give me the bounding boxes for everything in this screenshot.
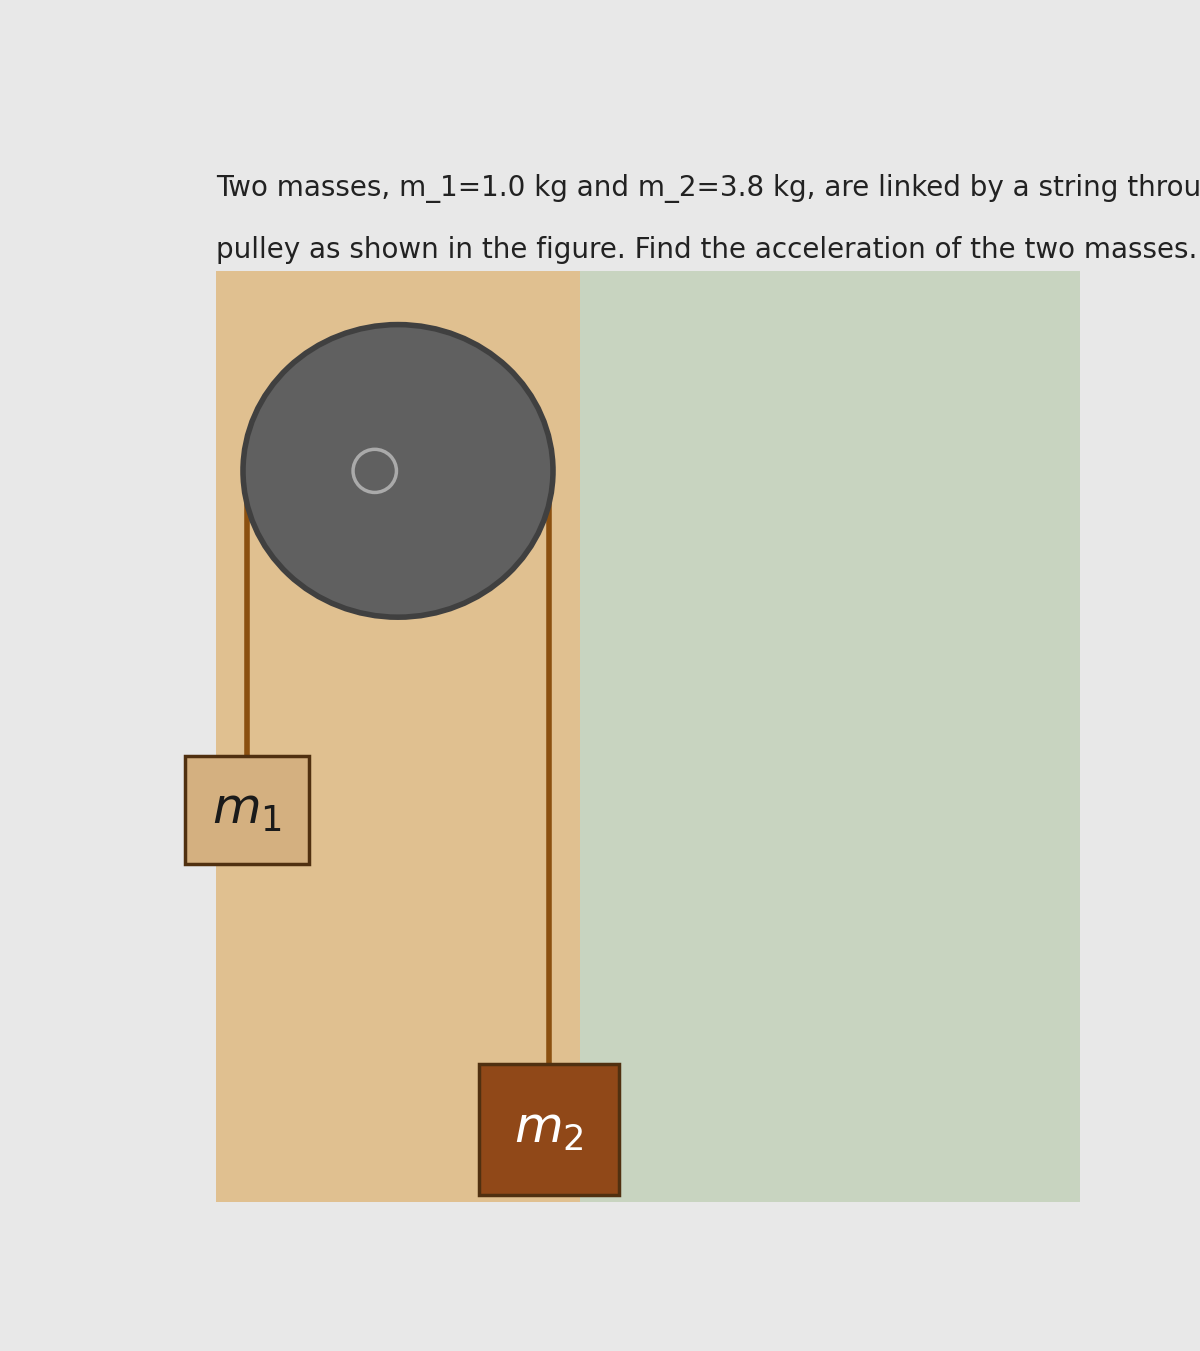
Text: $m_1$: $m_1$ bbox=[212, 785, 282, 835]
Bar bbox=[185, 755, 308, 863]
Ellipse shape bbox=[242, 324, 553, 617]
Text: $m_2$: $m_2$ bbox=[515, 1105, 584, 1154]
Bar bbox=[580, 270, 1080, 1202]
Text: pulley as shown in the figure. Find the acceleration of the two masses.: pulley as shown in the figure. Find the … bbox=[216, 236, 1198, 263]
Bar bbox=[479, 1063, 619, 1194]
Bar bbox=[216, 270, 580, 1202]
Text: Two masses, m_1=1.0 kg and m_2=3.8 kg, are linked by a string through a: Two masses, m_1=1.0 kg and m_2=3.8 kg, a… bbox=[216, 174, 1200, 204]
